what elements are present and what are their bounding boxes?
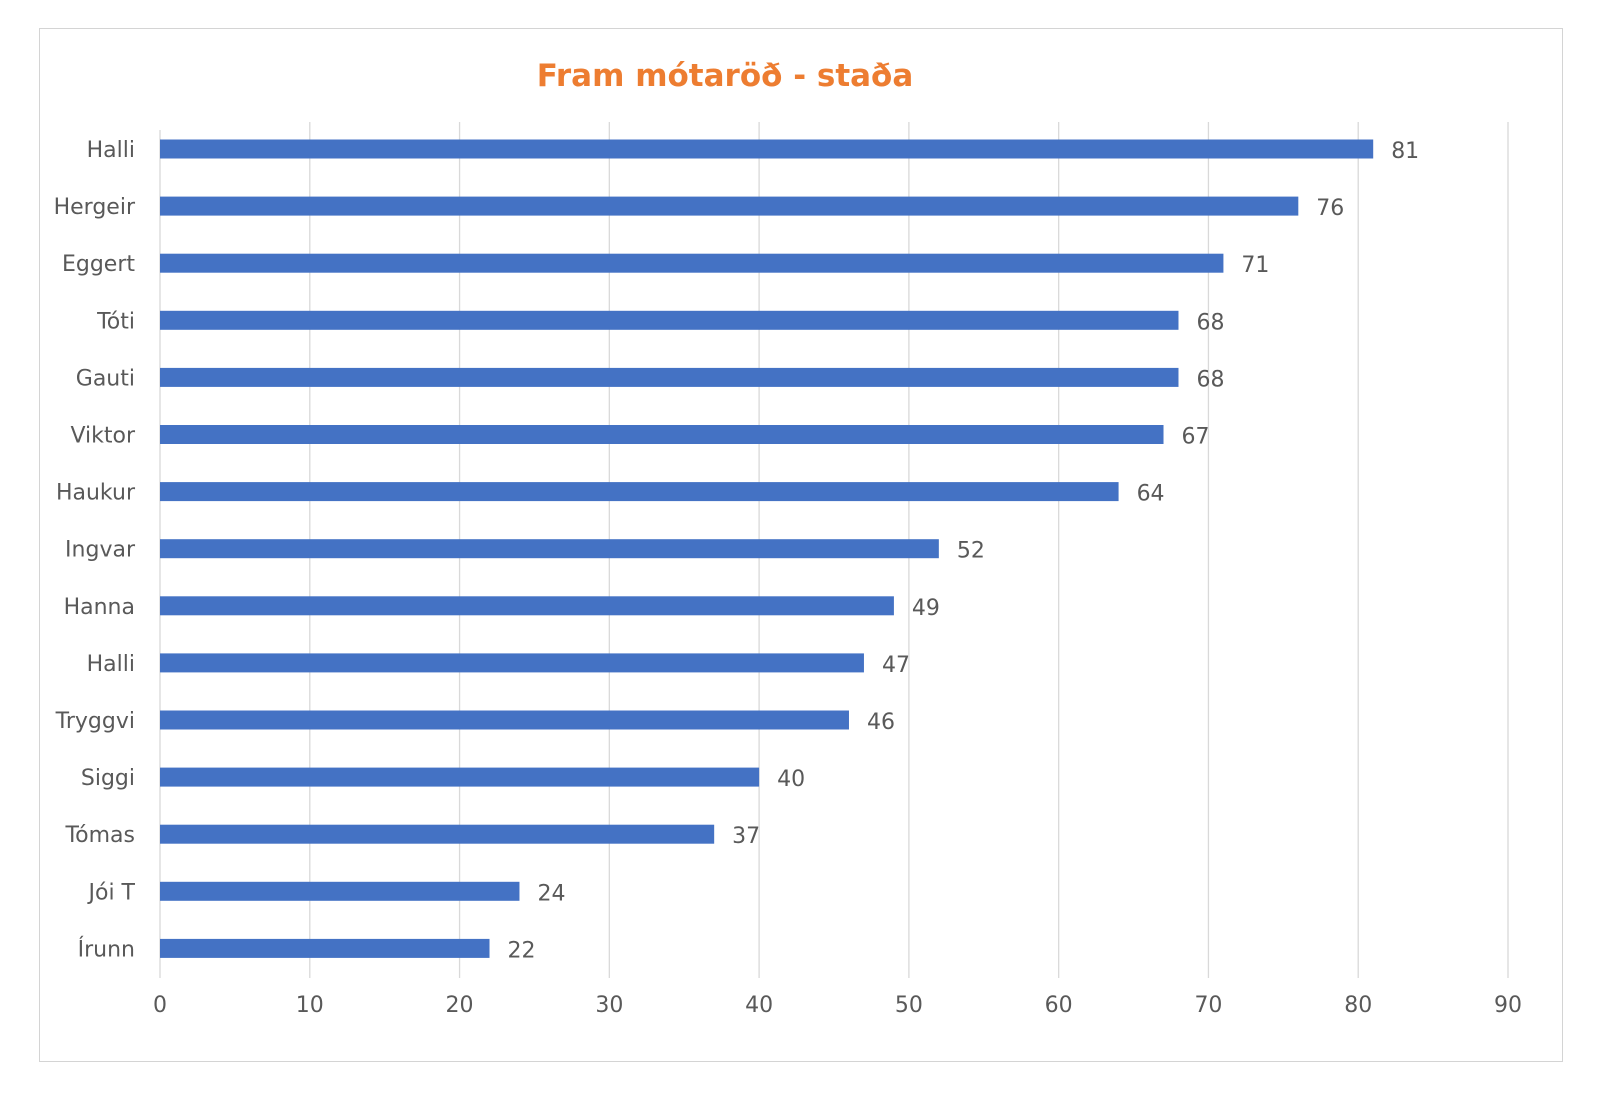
category-label: Haukur (56, 481, 136, 506)
category-label: Jói T (87, 880, 136, 905)
bar (160, 482, 1119, 502)
data-label: 52 (957, 539, 985, 564)
bar (160, 881, 520, 901)
bar (160, 253, 1224, 273)
data-label: 46 (867, 710, 895, 735)
category-label: Írunn (78, 936, 135, 962)
category-label: Tryggvi (55, 709, 135, 734)
category-label: Siggi (81, 766, 135, 791)
category-label: Halli (87, 652, 135, 677)
bar (160, 653, 864, 673)
data-label: 81 (1391, 139, 1419, 164)
category-label: Tómas (64, 823, 135, 848)
x-tick-label: 40 (745, 993, 773, 1018)
bar (160, 539, 939, 559)
bar (160, 767, 760, 787)
data-label: 64 (1137, 482, 1165, 507)
bar (160, 938, 490, 958)
x-tick-label: 10 (296, 993, 324, 1018)
category-label: Viktor (70, 424, 136, 449)
bar (160, 710, 849, 730)
x-tick-label: 60 (1045, 993, 1073, 1018)
bar (160, 596, 894, 616)
category-label: Halli (87, 138, 135, 163)
category-label: Tóti (96, 309, 135, 334)
category-label: Ingvar (65, 538, 136, 563)
bar (160, 310, 1179, 330)
x-tick-label: 20 (446, 993, 474, 1018)
data-label: 71 (1241, 253, 1269, 278)
x-tick-label: 90 (1494, 993, 1522, 1018)
data-label: 40 (777, 767, 805, 792)
x-tick-label: 30 (595, 993, 623, 1018)
category-label: Eggert (62, 252, 135, 277)
category-label: Hergeir (54, 195, 136, 220)
data-label: 67 (1182, 425, 1210, 450)
bar (160, 425, 1164, 444)
x-tick-label: 0 (153, 993, 167, 1018)
category-label: Gauti (76, 366, 135, 391)
data-label: 49 (912, 596, 940, 621)
data-label: 24 (537, 881, 565, 906)
x-tick-label: 80 (1344, 993, 1372, 1018)
data-label: 68 (1196, 367, 1224, 392)
data-label: 47 (882, 653, 910, 678)
x-tick-label: 50 (895, 993, 923, 1018)
data-label: 76 (1316, 196, 1344, 221)
bar (160, 196, 1299, 216)
category-label: Hanna (64, 595, 135, 620)
bar (160, 367, 1179, 387)
bar (160, 824, 715, 844)
x-tick-label: 70 (1194, 993, 1222, 1018)
data-label: 68 (1196, 310, 1224, 335)
data-label: 22 (508, 938, 536, 963)
data-label: 37 (732, 824, 760, 849)
chart-title: Fram mótaröð - staða (536, 58, 914, 94)
bar (160, 139, 1374, 159)
